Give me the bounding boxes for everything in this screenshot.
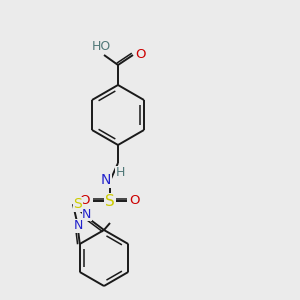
Text: S: S (74, 197, 82, 211)
Text: N: N (101, 173, 111, 187)
Text: O: O (80, 194, 90, 208)
Text: HO: HO (92, 40, 111, 53)
Text: N: N (82, 208, 92, 221)
Text: N: N (74, 219, 83, 232)
Text: O: O (135, 47, 145, 61)
Text: H: H (115, 167, 125, 179)
Text: O: O (130, 194, 140, 208)
Text: S: S (105, 194, 115, 208)
